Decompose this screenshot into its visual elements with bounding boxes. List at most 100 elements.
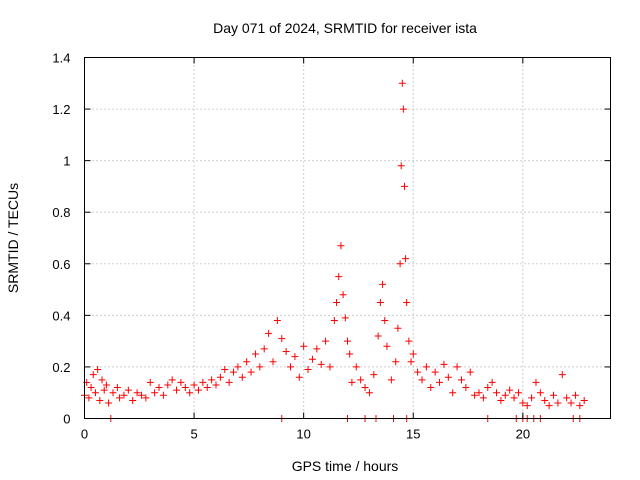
- data-point: [186, 389, 194, 397]
- data-point: [146, 378, 154, 386]
- data-point: [181, 384, 189, 392]
- data-point: [98, 376, 106, 384]
- data-point: [403, 298, 411, 306]
- data-point: [87, 384, 95, 392]
- y-tick-label: 0.8: [52, 205, 70, 220]
- data-point: [159, 391, 167, 399]
- data-point: [105, 399, 113, 407]
- data-point: [414, 368, 422, 376]
- data-point: [190, 381, 198, 389]
- data-point: [247, 368, 255, 376]
- data-point: [418, 376, 426, 384]
- x-tick-label: 15: [406, 427, 420, 442]
- data-point: [453, 363, 461, 371]
- data-point: [370, 371, 378, 379]
- data-point: [251, 350, 259, 358]
- data-point: [457, 376, 465, 384]
- data-point: [466, 368, 474, 376]
- data-point: [265, 329, 273, 337]
- x-tick-label: 20: [516, 427, 530, 442]
- x-axis-label: GPS time / hours: [292, 458, 399, 474]
- x-tick-label: 5: [190, 427, 197, 442]
- data-point: [392, 358, 400, 366]
- data-point: [109, 389, 117, 397]
- y-axis-label: SRMTID / TECUs: [5, 183, 21, 293]
- data-point: [398, 79, 406, 87]
- data-point: [216, 373, 224, 381]
- data-point: [91, 389, 99, 397]
- data-point: [550, 391, 558, 399]
- y-tick-label: 0.2: [52, 360, 70, 375]
- data-point: [431, 368, 439, 376]
- data-point: [396, 260, 404, 268]
- data-point: [571, 391, 579, 399]
- data-point: [330, 317, 338, 325]
- data-point: [405, 337, 413, 345]
- data-point: [273, 317, 281, 325]
- data-point: [365, 389, 373, 397]
- data-point: [308, 355, 316, 363]
- data-point: [116, 394, 124, 402]
- y-tick-label: 1.2: [52, 102, 70, 117]
- data-point: [580, 396, 588, 404]
- plot-frame: [84, 57, 611, 419]
- data-point: [400, 182, 408, 190]
- data-point: [361, 384, 369, 392]
- chart-title: Day 071 of 2024, SRMTID for receiver ist…: [213, 20, 477, 36]
- data-point: [313, 345, 321, 353]
- data-point: [304, 366, 312, 374]
- data-point: [230, 368, 238, 376]
- data-point: [269, 358, 277, 366]
- data-point: [225, 378, 233, 386]
- data-point: [484, 384, 492, 392]
- data-point: [278, 335, 286, 343]
- data-point: [376, 298, 384, 306]
- data-point: [523, 402, 531, 410]
- data-point: [462, 384, 470, 392]
- data-point: [238, 373, 246, 381]
- data-point: [291, 353, 299, 361]
- data-point: [409, 350, 417, 358]
- data-point: [326, 363, 334, 371]
- data-point: [151, 389, 159, 397]
- x-tick-label: 10: [296, 427, 310, 442]
- data-point: [260, 345, 268, 353]
- data-point: [532, 378, 540, 386]
- data-point: [113, 384, 121, 392]
- data-point: [85, 394, 93, 402]
- data-point: [357, 376, 365, 384]
- data-point: [506, 386, 514, 394]
- data-point: [177, 378, 185, 386]
- data-point: [256, 363, 264, 371]
- data-point: [381, 317, 389, 325]
- data-point: [394, 324, 402, 332]
- data-point: [449, 389, 457, 397]
- data-point: [335, 273, 343, 281]
- data-point: [287, 363, 295, 371]
- data-point: [89, 371, 97, 379]
- data-point: [536, 389, 544, 397]
- data-point: [383, 342, 391, 350]
- data-point: [137, 391, 145, 399]
- data-point: [528, 394, 536, 402]
- data-point: [475, 389, 483, 397]
- data-point: [142, 394, 150, 402]
- data-point: [234, 363, 242, 371]
- data-point: [387, 376, 395, 384]
- y-tick-label: 0.4: [52, 308, 70, 323]
- data-point: [344, 337, 351, 345]
- data-point: [402, 255, 410, 263]
- data-point: [554, 399, 562, 407]
- data-point: [440, 360, 448, 368]
- data-point: [471, 391, 479, 399]
- data-point: [348, 378, 356, 386]
- data-point: [352, 363, 360, 371]
- data-point: [282, 347, 290, 355]
- data-point: [397, 162, 405, 170]
- data-point: [374, 332, 382, 340]
- data-point: [519, 399, 527, 407]
- x-tick-label: 0: [81, 427, 88, 442]
- data-point: [497, 396, 505, 404]
- data-point: [94, 366, 102, 374]
